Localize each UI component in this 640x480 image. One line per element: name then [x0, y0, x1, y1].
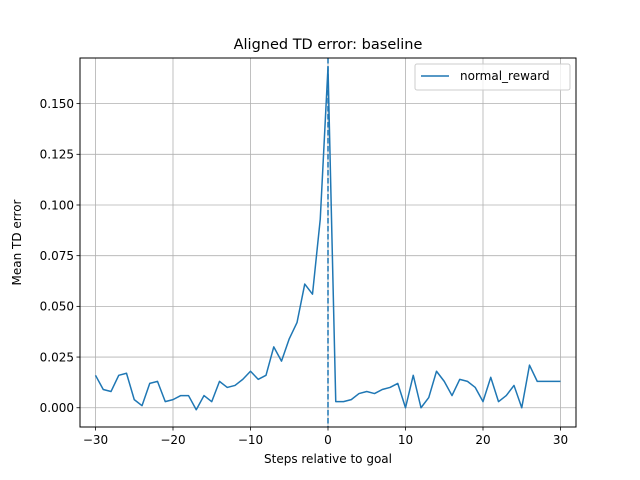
- x-tick-label: 0: [324, 433, 332, 447]
- y-tick-label: 0.150: [40, 97, 74, 111]
- x-tick-label: 10: [398, 433, 413, 447]
- legend-box: [414, 63, 571, 91]
- x-tick-label: 20: [475, 433, 490, 447]
- x-axis-label: Steps relative to goal: [264, 452, 392, 466]
- chart-title: Aligned TD error: baseline: [234, 37, 423, 53]
- legend: normal_reward: [414, 63, 571, 91]
- plot-area: [94, 58, 561, 427]
- y-tick-label: 0.125: [40, 148, 74, 162]
- x-axis-ticks: −30 −20 −10 0 10 20 30: [83, 427, 568, 447]
- x-tick-label: 30: [553, 433, 568, 447]
- y-tick-label: 0.100: [40, 198, 74, 212]
- y-axis-label: Mean TD error: [10, 199, 24, 285]
- y-tick-label: 0.075: [40, 249, 74, 263]
- y-tick-label: 0.025: [40, 350, 74, 364]
- y-tick-label: 0.050: [40, 300, 74, 314]
- y-axis-ticks: 0.000 0.025 0.050 0.075 0.100 0.125 0.150: [40, 97, 80, 415]
- x-tick-label: −10: [238, 433, 263, 447]
- y-tick-label: 0.000: [40, 401, 74, 415]
- x-tick-label: −20: [160, 433, 185, 447]
- x-tick-label: −30: [83, 433, 108, 447]
- legend-entry-normal-reward: normal_reward: [460, 69, 550, 83]
